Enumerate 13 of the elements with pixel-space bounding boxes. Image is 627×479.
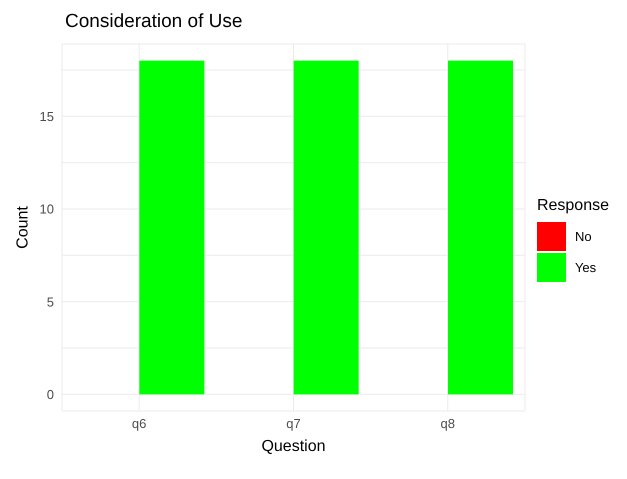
legend-label: No (574, 228, 592, 244)
y-tick-label: 10 (40, 202, 54, 217)
legend-title: Response (536, 196, 609, 214)
legend-label: Yes (574, 260, 596, 274)
chart-title: Consideration of Use (65, 11, 242, 33)
y-tick-label: 0 (46, 386, 54, 402)
x-axis-title: Question (261, 438, 326, 455)
y-tick-label: 5 (46, 294, 54, 310)
x-tick-label: q7 (286, 416, 301, 432)
y-tick-label: 15 (40, 108, 54, 124)
y-axis-title: Count (14, 206, 32, 249)
x-tick-label: q8 (440, 416, 456, 432)
x-tick-label: q6 (132, 416, 146, 432)
